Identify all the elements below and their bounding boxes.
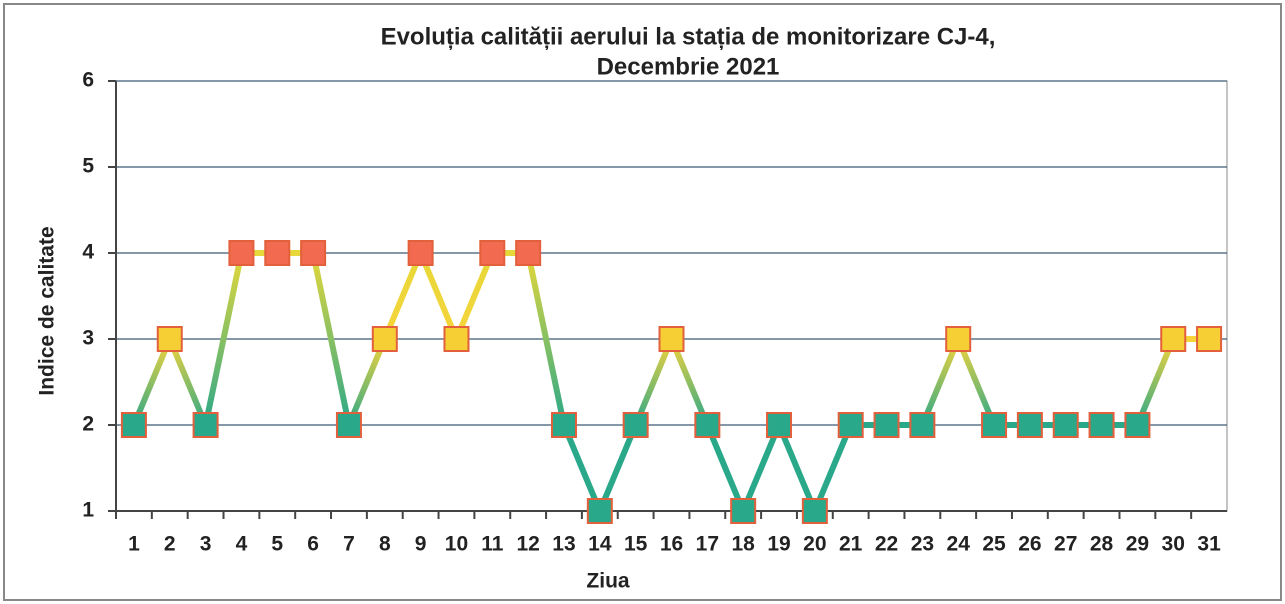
x-tick-label: 27 <box>1054 533 1077 556</box>
marker <box>228 240 255 266</box>
chart-title: Decembrie 2021 <box>597 53 780 80</box>
x-axis-label: Ziua <box>586 570 629 593</box>
marker <box>909 412 936 438</box>
frame <box>3 3 1282 601</box>
x-tick-label: 12 <box>516 533 539 556</box>
line-segment <box>776 422 818 514</box>
x-tick-label: 14 <box>588 533 612 556</box>
x-tick-label: 6 <box>307 533 319 556</box>
line-segment <box>166 336 209 428</box>
marker <box>801 498 828 524</box>
y-axis-label: Indice de calitate <box>36 226 59 395</box>
marker <box>407 240 434 266</box>
marker <box>837 412 864 438</box>
x-tick-label: 5 <box>271 533 283 556</box>
x-tick-label: 23 <box>911 533 934 556</box>
line-segment <box>632 336 675 428</box>
x-tick-label: 17 <box>696 533 719 556</box>
line-segment <box>202 250 245 428</box>
marker <box>550 412 577 438</box>
x-tick-label: 3 <box>200 533 212 556</box>
line-segment <box>955 336 998 428</box>
marker <box>658 326 685 352</box>
marker <box>264 240 291 266</box>
x-tick-label: 7 <box>343 533 355 556</box>
marker <box>694 412 721 438</box>
x-tick-label: 18 <box>731 533 755 556</box>
x-tick-label: 9 <box>415 533 427 556</box>
marker <box>192 412 219 438</box>
x-tick-label: 20 <box>803 533 826 556</box>
marker <box>586 498 613 524</box>
line-segment <box>525 250 567 428</box>
marker <box>873 412 900 438</box>
x-tick-label: 4 <box>236 533 248 556</box>
x-tick-label: 10 <box>445 533 468 556</box>
line-segment <box>130 336 173 428</box>
x-tick-label: 21 <box>839 533 863 556</box>
marker <box>1016 412 1043 438</box>
x-tick-label: 8 <box>379 533 391 556</box>
line-segment <box>310 250 352 428</box>
y-tick-label: 1 <box>82 499 94 522</box>
y-tick-label: 5 <box>82 155 94 178</box>
marker <box>622 412 649 438</box>
line-segment <box>740 422 783 514</box>
marker <box>515 240 542 266</box>
y-tick-label: 3 <box>82 327 94 350</box>
line-segment <box>668 336 711 428</box>
x-tick-label: 24 <box>947 533 971 556</box>
y-tick-label: 2 <box>82 413 94 436</box>
line-segment <box>919 336 962 428</box>
x-tick-label: 30 <box>1162 533 1185 556</box>
marker <box>479 240 506 266</box>
line-segment <box>704 422 747 514</box>
x-tick-label: 16 <box>660 533 683 556</box>
marker <box>156 326 183 352</box>
marker <box>120 412 147 438</box>
marker <box>981 412 1008 438</box>
x-tick-label: 19 <box>767 533 790 556</box>
line-segment <box>560 422 603 514</box>
marker <box>945 326 972 352</box>
marker <box>371 326 398 352</box>
line-segment <box>345 336 388 428</box>
line-segment <box>1134 336 1177 428</box>
x-tick-label: 28 <box>1090 533 1114 556</box>
x-tick-label: 13 <box>552 533 575 556</box>
marker <box>443 326 470 352</box>
x-tick-label: 29 <box>1126 533 1149 556</box>
line-segment <box>417 250 460 342</box>
line-segment <box>811 422 854 514</box>
x-tick-label: 1 <box>128 533 140 556</box>
x-tick-label: 22 <box>875 533 898 556</box>
x-tick-label: 25 <box>982 533 1006 556</box>
marker <box>766 412 793 438</box>
x-tick-label: 31 <box>1197 533 1221 556</box>
line-segment <box>453 250 496 342</box>
y-tick-label: 4 <box>82 241 94 264</box>
y-tick-label: 6 <box>82 69 94 92</box>
marker <box>1088 412 1115 438</box>
marker <box>1196 326 1223 352</box>
x-tick-label: 26 <box>1018 533 1041 556</box>
marker <box>335 412 362 438</box>
marker <box>300 240 327 266</box>
line-segment <box>596 422 639 514</box>
marker <box>1124 412 1151 438</box>
line-segment <box>381 250 424 342</box>
marker <box>1052 412 1079 438</box>
chart-title: Evoluția calității aerului la stația de … <box>381 23 996 50</box>
marker <box>1160 326 1187 352</box>
x-tick-label: 11 <box>481 533 504 556</box>
x-tick-label: 2 <box>164 533 176 556</box>
x-tick-label: 15 <box>624 533 648 556</box>
marker <box>730 498 757 524</box>
